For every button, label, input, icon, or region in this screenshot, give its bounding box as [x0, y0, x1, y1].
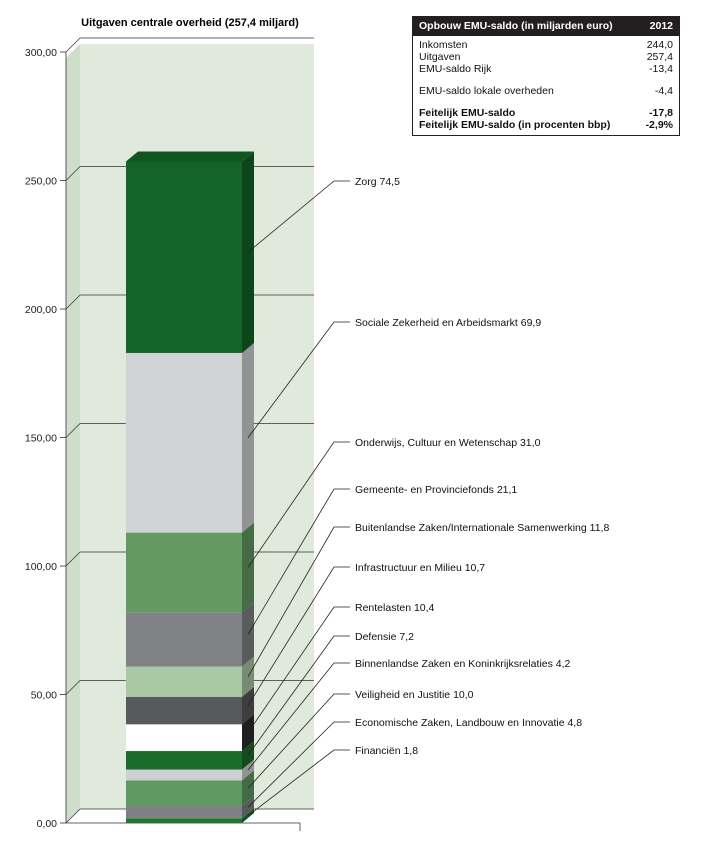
- leader-line: [247, 635, 350, 756]
- leader-line: [247, 566, 350, 706]
- emu-row-feitelijk-saldo: Feitelijk EMU-saldo -17,8: [419, 107, 673, 119]
- emu-table-year: 2012: [649, 20, 673, 32]
- bar-segment: [126, 770, 254, 807]
- segment-label: Defensie 7,2: [355, 631, 414, 643]
- gridline-diag: [65, 294, 81, 310]
- row-value: -13,4: [649, 63, 673, 75]
- segment-label: Financiën 1,8: [355, 745, 418, 757]
- segment-label: Sociale Zekerheid en Arbeidsmarkt 69,9: [355, 317, 541, 329]
- row-label: Feitelijk EMU-saldo: [419, 107, 516, 119]
- emu-row-lokale-overheden: EMU-saldo lokale overheden -4,4: [419, 85, 673, 97]
- row-value: -4,4: [654, 85, 673, 97]
- row-label: Feitelijk EMU-saldo (in procenten bbp): [419, 119, 611, 131]
- y-tick-label: 150,00: [25, 433, 57, 445]
- leader-line: [247, 662, 350, 771]
- leader-line: [247, 180, 350, 253]
- side-wall: [66, 44, 80, 823]
- row-label: Uitgaven: [419, 51, 461, 63]
- segment-side: [242, 522, 254, 613]
- segment-side: [242, 602, 254, 667]
- row-label: Inkomsten: [419, 39, 468, 51]
- segment-front: [126, 724, 242, 752]
- segment-label: Buitenlandse Zaken/Internationale Samenw…: [355, 522, 609, 534]
- leader-line: [247, 526, 350, 677]
- segment-front: [126, 751, 242, 770]
- bar-segment: [126, 151, 254, 353]
- label-leaders: [247, 180, 350, 817]
- segment-front: [126, 666, 242, 697]
- segment-label: Gemeente- en Provinciefonds 21,1: [355, 484, 517, 496]
- segment-front: [126, 818, 242, 823]
- chart-title: Uitgaven centrale overheid (257,4 miljar…: [81, 17, 299, 29]
- gridline-diag: [65, 37, 81, 53]
- row-label: EMU-saldo Rijk: [419, 63, 492, 75]
- y-tick-label: 0,00: [37, 818, 58, 830]
- y-axis: 0,00 50,00 100,00 150,00 200,00 250,00 300,00: [25, 47, 301, 831]
- emu-row-inkomsten: Inkomsten 244,0: [419, 39, 673, 51]
- emu-row-saldo-rijk: EMU-saldo Rijk -13,4: [419, 63, 673, 75]
- bar-segment: [126, 759, 254, 781]
- leader-line: [247, 321, 350, 439]
- emu-balance-table: Opbouw EMU-saldo (in miljarden euro) 201…: [412, 16, 680, 136]
- segment-front: [126, 352, 242, 533]
- leader-line: [247, 488, 350, 635]
- segment-front: [126, 780, 242, 807]
- segment-label: Veiligheid en Justitie 10,0: [355, 689, 474, 701]
- y-tick-label: 100,00: [25, 561, 57, 573]
- segment-front: [126, 532, 242, 613]
- segment-front: [126, 161, 242, 353]
- segment-front: [126, 806, 242, 819]
- bar-segment: [126, 656, 254, 697]
- stacked-bar: [126, 151, 254, 823]
- segment-top: [126, 151, 254, 162]
- bar-segment: [126, 342, 254, 533]
- segment-label: Zorg 74,5: [355, 176, 400, 188]
- segment-labels: Zorg 74,5 Sociale Zekerheid en Arbeidsmar…: [355, 176, 609, 757]
- segment-front: [126, 696, 242, 725]
- y-tick-label: 250,00: [25, 176, 57, 188]
- y-tick-label: 300,00: [25, 47, 57, 59]
- emu-row-feitelijk-saldo-pct: Feitelijk EMU-saldo (in procenten bbp) -…: [419, 119, 673, 131]
- y-tick-label: 50,00: [31, 690, 57, 702]
- gridline-diag: [65, 808, 81, 824]
- emu-row-uitgaven: Uitgaven 257,4: [419, 51, 673, 63]
- leader-line: [247, 749, 350, 817]
- emu-table-header: Opbouw EMU-saldo (in miljarden euro) 201…: [413, 17, 679, 36]
- row-value: 244,0: [646, 39, 673, 51]
- segment-label: Onderwijs, Cultuur en Wetenschap 31,0: [355, 437, 541, 449]
- emu-table-title: Opbouw EMU-saldo (in miljarden euro): [419, 20, 613, 32]
- row-label: EMU-saldo lokale overheden: [419, 85, 554, 97]
- bar-segment: [126, 602, 254, 667]
- row-value: 257,4: [646, 51, 673, 63]
- y-tick-label: 200,00: [25, 304, 57, 316]
- segment-side: [242, 796, 254, 819]
- leader-line: [247, 721, 350, 808]
- segment-front: [126, 769, 242, 781]
- row-value: -17,8: [649, 107, 673, 119]
- emu-table-body: Inkomsten 244,0 Uitgaven 257,4 EMU-saldo…: [413, 36, 679, 135]
- row-value: -2,9%: [645, 119, 673, 131]
- leader-line: [247, 441, 350, 568]
- leader-line: [247, 606, 350, 733]
- segment-label: Economische Zaken, Landbouw en Innovatie…: [355, 717, 582, 729]
- segment-front: [126, 612, 242, 667]
- leader-line: [247, 693, 350, 789]
- gridline-diag: [65, 423, 81, 438]
- bar-segment: [126, 796, 254, 819]
- gridline-diag: [65, 551, 81, 567]
- gridline-diag: [65, 166, 81, 181]
- gridline-diag: [65, 680, 81, 695]
- segment-label: Infrastructuur en Milieu 10,7: [355, 562, 485, 574]
- segment-side: [242, 759, 254, 781]
- segment-label: Binnenlandse Zaken en Koninkrijksrelatie…: [355, 658, 571, 670]
- segment-label: Rentelasten 10,4: [355, 602, 435, 614]
- bar-segment: [126, 522, 254, 613]
